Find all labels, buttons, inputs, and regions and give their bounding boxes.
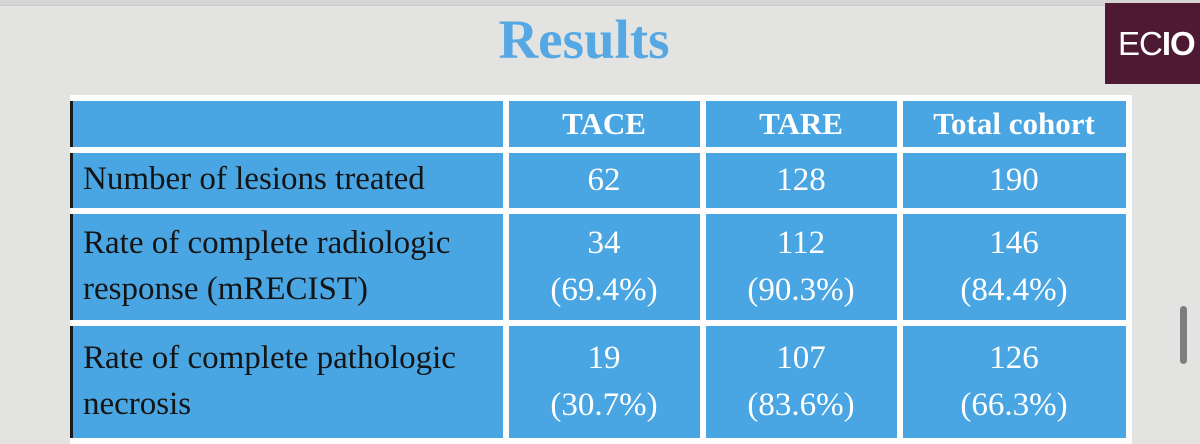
value-cell-tace: 19 (30.7%) bbox=[502, 320, 706, 444]
table-header-row: TACE TARE Total cohort bbox=[70, 95, 1132, 153]
value-cell-total: 190 bbox=[896, 147, 1132, 214]
value-cell-total: 146 (84.4%) bbox=[896, 208, 1132, 326]
value-cell-tare: 128 bbox=[699, 147, 903, 214]
table-row-pathologic-necrosis: Rate of complete pathologic necrosis 19 … bbox=[70, 320, 1132, 444]
logo-text-bold: IO bbox=[1161, 24, 1196, 62]
results-table: TACE TARE Total cohort Number of lesions… bbox=[70, 95, 1132, 444]
row-label: Number of lesions treated bbox=[70, 147, 509, 214]
row-label: Rate of complete radiologic response (mR… bbox=[70, 208, 509, 326]
value-cell-tace: 62 bbox=[502, 147, 706, 214]
top-edge-strip bbox=[0, 0, 1200, 6]
slide-title: Results bbox=[498, 9, 670, 70]
scrollbar-thumb[interactable] bbox=[1180, 306, 1187, 364]
value-cell-tare: 112 (90.3%) bbox=[699, 208, 903, 326]
table-row-lesions-treated: Number of lesions treated 62 128 190 bbox=[70, 147, 1132, 214]
table-header-tare: TARE bbox=[699, 95, 903, 153]
value-cell-total: 126 (66.3%) bbox=[896, 320, 1132, 444]
table-header-empty bbox=[70, 95, 509, 153]
ecio-logo: EC IO bbox=[1105, 3, 1200, 84]
row-label: Rate of complete pathologic necrosis bbox=[70, 320, 509, 444]
value-cell-tace: 34 (69.4%) bbox=[502, 208, 706, 326]
table-row-radiologic-response: Rate of complete radiologic response (mR… bbox=[70, 208, 1132, 326]
table-header-total-cohort: Total cohort bbox=[896, 95, 1132, 153]
value-cell-tare: 107 (83.6%) bbox=[699, 320, 903, 444]
logo-text-regular: EC bbox=[1118, 24, 1163, 62]
table-header-tace: TACE bbox=[502, 95, 706, 153]
